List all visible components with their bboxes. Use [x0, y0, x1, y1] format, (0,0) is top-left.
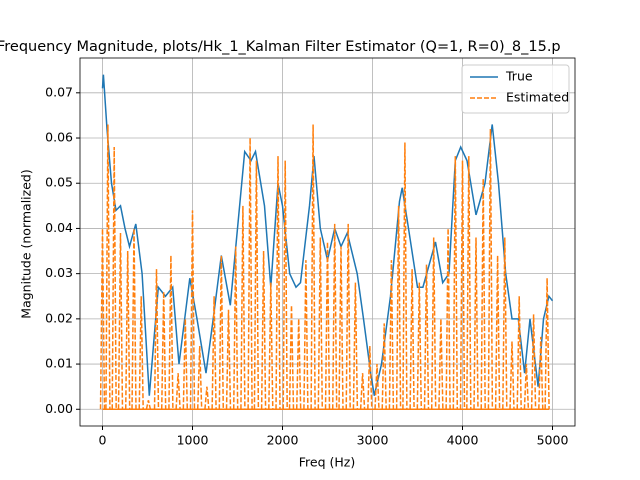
spike	[374, 364, 380, 410]
spike	[466, 156, 472, 410]
x-tick-label: 3000	[357, 433, 389, 448]
spike	[211, 296, 217, 410]
spike	[423, 264, 430, 410]
spike	[352, 282, 359, 410]
spike	[395, 205, 402, 410]
y-tick-label: 0.07	[45, 84, 73, 99]
chart-title: Frequency Magnitude, plots/Hk_1_Kalman F…	[0, 39, 561, 55]
y-tick-label: 0.00	[45, 401, 73, 416]
spike	[452, 156, 459, 410]
spike	[538, 336, 544, 410]
spike	[189, 210, 196, 410]
y-axis-label: Magnitude (normalized)	[19, 169, 34, 318]
spike	[416, 282, 423, 410]
spike	[124, 251, 131, 410]
spike	[275, 156, 281, 410]
y-tick-label: 0.03	[45, 265, 73, 280]
y-tick-label: 0.02	[45, 310, 73, 325]
y-tick-label: 0.01	[45, 356, 73, 371]
spike	[240, 205, 246, 410]
x-tick-label: 0	[99, 433, 107, 448]
spike	[225, 309, 232, 410]
x-tick-label: 4000	[447, 433, 479, 448]
spike	[138, 296, 144, 410]
legend-label: True	[505, 69, 533, 84]
x-tick-label: 2000	[267, 433, 299, 448]
spike	[359, 373, 366, 410]
line	[101, 74, 554, 396]
spike	[544, 278, 550, 410]
spike	[295, 318, 302, 410]
spike	[367, 345, 373, 410]
y-tick-label: 0.04	[45, 220, 73, 235]
spike	[282, 160, 288, 410]
spike	[381, 323, 387, 410]
spike	[409, 269, 415, 410]
spike	[303, 260, 309, 410]
spike	[317, 237, 324, 410]
spike	[331, 223, 338, 410]
spike	[523, 364, 530, 410]
spike	[388, 260, 395, 410]
spike	[160, 291, 167, 410]
spike	[345, 223, 351, 410]
spike	[438, 318, 444, 410]
spike	[260, 251, 267, 410]
spike	[402, 142, 408, 410]
spike	[196, 345, 203, 410]
spike	[218, 255, 225, 410]
x-tick-label: 1000	[177, 433, 209, 448]
spike	[247, 138, 253, 410]
y-tick-label: 0.05	[45, 175, 73, 190]
spike	[105, 124, 111, 410]
spike	[99, 228, 106, 410]
spike	[232, 246, 239, 410]
spike	[430, 237, 437, 410]
spike	[131, 228, 137, 410]
spike	[502, 237, 508, 410]
spike	[338, 246, 344, 410]
spike	[473, 237, 479, 410]
spike	[516, 296, 522, 410]
spike	[509, 341, 515, 410]
y-tick-label: 0.06	[45, 130, 73, 145]
plot-area	[99, 74, 554, 411]
spike	[310, 124, 316, 410]
spike	[145, 400, 152, 410]
spike	[530, 314, 537, 410]
spike	[445, 228, 451, 410]
spike	[117, 232, 124, 410]
spike	[168, 255, 174, 410]
spike	[268, 282, 274, 410]
x-axis-label: Freq (Hz)	[299, 455, 355, 470]
plot-frame	[79, 57, 576, 427]
spike	[182, 318, 189, 410]
spike	[494, 255, 501, 410]
x-tick-label: 5000	[537, 433, 569, 448]
spike	[487, 128, 494, 410]
spike	[253, 160, 260, 410]
spike	[111, 147, 117, 410]
spike	[153, 269, 160, 410]
spike	[204, 386, 210, 410]
spike	[175, 373, 181, 410]
spike	[459, 160, 466, 410]
legend-label: Estimated	[506, 90, 569, 105]
